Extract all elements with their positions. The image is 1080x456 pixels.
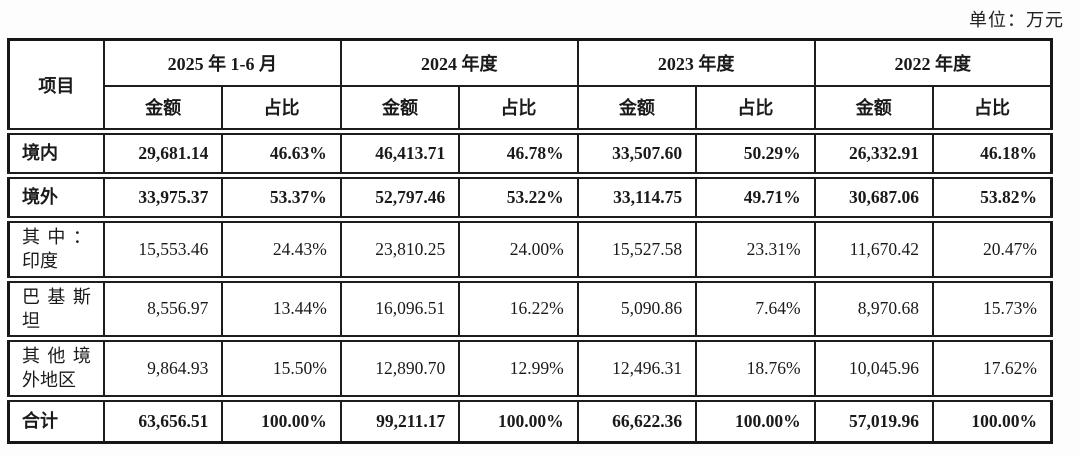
column-header-period-2025h1: 2025 年 1-6 月	[102, 38, 342, 87]
cell-amount: 12,890.70	[339, 335, 461, 402]
cell-amount: 11,670.42	[813, 216, 935, 283]
cell-ratio: 100.00%	[932, 394, 1053, 444]
cell-amount: 15,553.46	[102, 216, 224, 283]
cell-amount: 57,019.96	[813, 394, 935, 444]
cell-amount: 63,656.51	[102, 394, 224, 444]
cell-amount: 46,413.71	[339, 128, 461, 179]
header-year-row: 项目 2025 年 1-6 月 2024 年度 2023 年度 2022 年度	[7, 38, 1053, 135]
cell-ratio: 53.82%	[932, 172, 1053, 223]
table-row-domestic: 境内 29,681.14 46.63% 46,413.71 46.78% 33,…	[7, 128, 1053, 179]
cell-amount: 33,507.60	[576, 128, 698, 179]
table-row-total: 合计 63,656.51 100.00% 99,211.17 100.00% 6…	[7, 394, 1053, 444]
cell-ratio: 18.76%	[695, 335, 816, 402]
subheader-amount-2025h1: 金额	[102, 84, 224, 135]
cell-amount: 33,114.75	[576, 172, 698, 223]
table-row-other-overseas: 其他境外地区 9,864.93 15.50% 12,890.70 12.99% …	[7, 335, 1053, 402]
subheader-amount-2024: 金额	[339, 84, 461, 135]
cell-ratio: 24.43%	[221, 216, 342, 283]
cell-amount: 12,496.31	[576, 335, 698, 402]
cell-ratio: 100.00%	[458, 394, 579, 444]
cell-amount: 29,681.14	[102, 128, 224, 179]
cell-ratio: 50.29%	[695, 128, 816, 179]
cell-ratio: 53.37%	[221, 172, 342, 223]
row-label: 其他境外地区	[7, 335, 105, 402]
cell-ratio: 46.63%	[221, 128, 342, 179]
cell-ratio: 24.00%	[458, 216, 579, 283]
cell-ratio: 46.18%	[932, 128, 1053, 179]
cell-amount: 30,687.06	[813, 172, 935, 223]
cell-ratio: 16.22%	[458, 275, 579, 343]
cell-amount: 33,975.37	[102, 172, 224, 223]
row-label: 境内	[7, 128, 105, 179]
cell-amount: 99,211.17	[339, 394, 461, 444]
cell-ratio: 23.31%	[695, 216, 816, 283]
cell-amount: 66,622.36	[576, 394, 698, 444]
subheader-ratio-2023: 占比	[695, 84, 816, 135]
header-sub-row: 金额 占比 金额 占比 金额 占比 金额 占比	[9, 84, 1053, 135]
cell-amount: 15,527.58	[576, 216, 698, 283]
table-row-overseas: 境外 33,975.37 53.37% 52,797.46 53.22% 33,…	[7, 172, 1053, 223]
subheader-ratio-2024: 占比	[458, 84, 579, 135]
row-label: 境外	[7, 172, 105, 223]
cell-amount: 8,556.97	[102, 275, 224, 343]
cell-ratio: 46.78%	[458, 128, 579, 179]
subheader-ratio-2025h1: 占比	[221, 84, 342, 135]
table-row-pakistan: 巴基斯坦 8,556.97 13.44% 16,096.51 16.22% 5,…	[7, 275, 1053, 343]
unit-label: 单位：万元	[969, 10, 1064, 30]
cell-ratio: 17.62%	[932, 335, 1053, 402]
column-header-period-2022: 2022 年度	[813, 38, 1053, 87]
subheader-amount-2023: 金额	[576, 84, 698, 135]
cell-amount: 16,096.51	[339, 275, 461, 343]
cell-amount: 9,864.93	[102, 335, 224, 402]
cell-ratio: 20.47%	[932, 216, 1053, 283]
row-label: 合计	[7, 394, 105, 444]
row-label: 其中：印度	[7, 216, 105, 283]
cell-amount: 26,332.91	[813, 128, 935, 179]
column-header-period-2024: 2024 年度	[339, 38, 579, 87]
cell-ratio: 15.73%	[932, 275, 1053, 343]
row-label: 巴基斯坦	[7, 275, 105, 343]
cell-ratio: 15.50%	[221, 335, 342, 402]
table-row-india: 其中：印度 15,553.46 24.43% 23,810.25 24.00% …	[7, 216, 1053, 283]
cell-ratio: 7.64%	[695, 275, 816, 343]
subheader-ratio-2022: 占比	[932, 84, 1053, 135]
cell-ratio: 100.00%	[695, 394, 816, 444]
subheader-amount-2022: 金额	[813, 84, 935, 135]
cell-amount: 10,045.96	[813, 335, 935, 402]
column-header-item: 项目	[7, 38, 105, 135]
revenue-by-region-table: 项目 2025 年 1-6 月 2024 年度 2023 年度 2022 年度 …	[7, 38, 1053, 444]
cell-ratio: 53.22%	[458, 172, 579, 223]
cell-amount: 5,090.86	[576, 275, 698, 343]
cell-ratio: 13.44%	[221, 275, 342, 343]
cell-ratio: 100.00%	[221, 394, 342, 444]
cell-amount: 52,797.46	[339, 172, 461, 223]
cell-amount: 23,810.25	[339, 216, 461, 283]
cell-ratio: 49.71%	[695, 172, 816, 223]
cell-ratio: 12.99%	[458, 335, 579, 402]
column-header-period-2023: 2023 年度	[576, 38, 816, 87]
cell-amount: 8,970.68	[813, 275, 935, 343]
